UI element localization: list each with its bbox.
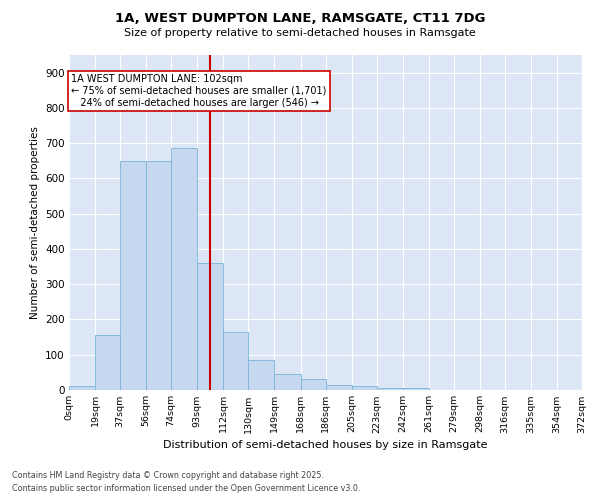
Bar xyxy=(95,336,120,390)
Text: Contains HM Land Registry data © Crown copyright and database right 2025.: Contains HM Land Registry data © Crown c… xyxy=(12,470,324,480)
Text: 1A WEST DUMPTON LANE: 102sqm
← 75% of semi-detached houses are smaller (1,701)
 : 1A WEST DUMPTON LANE: 102sqm ← 75% of se… xyxy=(71,74,326,108)
Bar xyxy=(146,161,171,390)
Bar xyxy=(301,378,325,390)
Bar xyxy=(352,386,377,390)
Bar xyxy=(325,384,352,390)
X-axis label: Distribution of semi-detached houses by size in Ramsgate: Distribution of semi-detached houses by … xyxy=(163,440,488,450)
Bar xyxy=(377,388,403,390)
Y-axis label: Number of semi-detached properties: Number of semi-detached properties xyxy=(29,126,40,319)
Bar xyxy=(403,388,429,390)
Text: 1A, WEST DUMPTON LANE, RAMSGATE, CT11 7DG: 1A, WEST DUMPTON LANE, RAMSGATE, CT11 7D… xyxy=(115,12,485,26)
Bar xyxy=(197,263,223,390)
Bar xyxy=(274,374,301,390)
Bar xyxy=(120,161,146,390)
Text: Contains public sector information licensed under the Open Government Licence v3: Contains public sector information licen… xyxy=(12,484,361,493)
Bar xyxy=(248,360,274,390)
Text: Size of property relative to semi-detached houses in Ramsgate: Size of property relative to semi-detach… xyxy=(124,28,476,38)
Bar xyxy=(223,332,248,390)
Bar xyxy=(171,148,197,390)
Bar xyxy=(69,386,95,390)
